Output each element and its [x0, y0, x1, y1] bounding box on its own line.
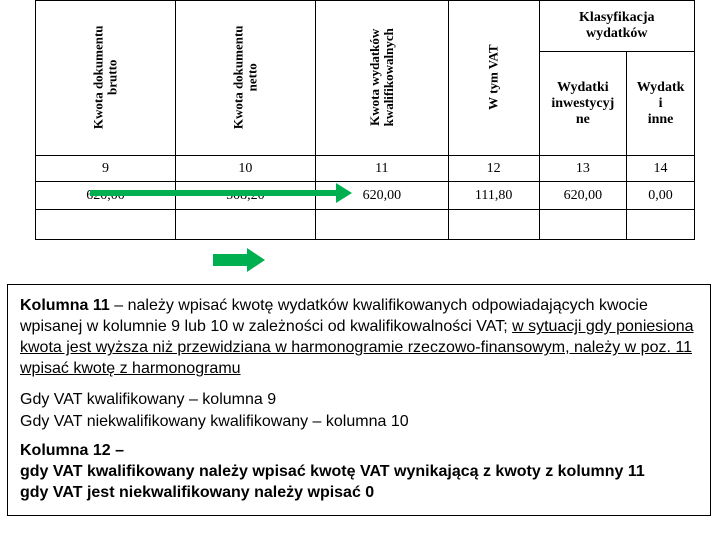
col-number-row: 9 10 11 12 13 14 [36, 156, 695, 182]
colnum: 13 [539, 156, 627, 182]
colnum: 11 [315, 156, 448, 182]
financial-table: Kwota dokumentubrutto Kwota dokumentunet… [35, 0, 695, 240]
header-brutto: Kwota dokumentubrutto [36, 1, 176, 156]
arrow-icon [213, 254, 249, 266]
header-inne: Wydatkiinne [627, 52, 695, 156]
colnum: 14 [627, 156, 695, 182]
explanation-box: Kolumna 11 – należy wpisać kwotę wydatkó… [7, 284, 711, 516]
cell: 0,00 [627, 182, 695, 210]
table: Kwota dokumentubrutto Kwota dokumentunet… [35, 0, 695, 240]
header-inwest: Wydatkiinwestycyjne [539, 52, 627, 156]
kolumna-12-paragraph: Kolumna 12 – gdy VAT kwalifikowany należ… [20, 440, 698, 503]
kolumna-11-label: Kolumna 11 [20, 297, 110, 314]
kolumna-11-paragraph: Kolumna 11 – należy wpisać kwotę wydatkó… [20, 295, 698, 379]
colnum: 9 [36, 156, 176, 182]
empty-row [36, 209, 695, 239]
header-vat: W tym VAT [448, 1, 539, 156]
cell: 620,00 [539, 182, 627, 210]
colnum: 12 [448, 156, 539, 182]
colnum: 10 [175, 156, 315, 182]
arrow-icon [90, 190, 338, 196]
vat-rules-paragraph: Gdy VAT kwalifikowany – kolumna 9 Gdy VA… [20, 389, 698, 431]
header-kwalif: Kwota wydatkówkwalifikowalnych [315, 1, 448, 156]
header-netto: Kwota dokumentunetto [175, 1, 315, 156]
cell: 111,80 [448, 182, 539, 210]
kolumna-12-label: Kolumna 12 – [20, 440, 698, 461]
header-klasyfikacja: Klasyfikacjawydatków [539, 1, 694, 52]
